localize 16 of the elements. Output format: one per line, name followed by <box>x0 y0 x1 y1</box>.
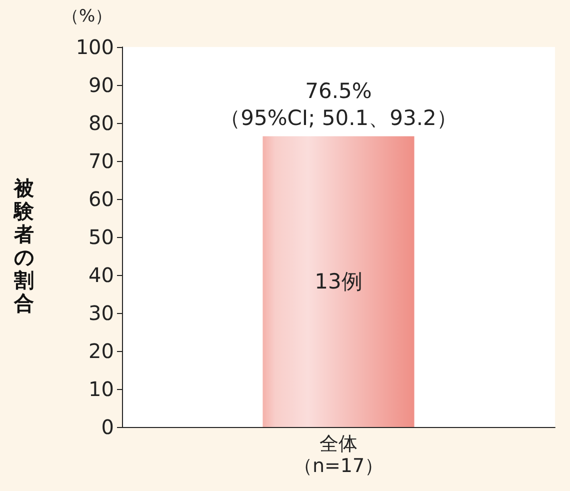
y-tick-label: 60 <box>88 187 114 211</box>
y-tick-label: 10 <box>88 377 114 401</box>
y-tick-label: 50 <box>88 225 114 249</box>
y-tick-label: 90 <box>88 73 114 97</box>
y-axis-title: 被験者の割合 <box>13 176 35 315</box>
text: （%） <box>62 6 112 26</box>
x-tick-label: 全体（n=17） <box>293 433 384 477</box>
y-tick-label: 20 <box>88 339 114 363</box>
y-tick-label: 100 <box>76 35 114 59</box>
annotation: 13例 <box>314 270 362 294</box>
y-tick-label: 0 <box>101 415 114 439</box>
y-tick-label: 40 <box>88 263 114 287</box>
y-tick-label: 80 <box>88 111 114 135</box>
y-tick-label: 30 <box>88 301 114 325</box>
data-label: 76.5% （95%CI; 50.1、93.2） <box>220 78 458 130</box>
y-tick-label: 70 <box>88 149 114 173</box>
